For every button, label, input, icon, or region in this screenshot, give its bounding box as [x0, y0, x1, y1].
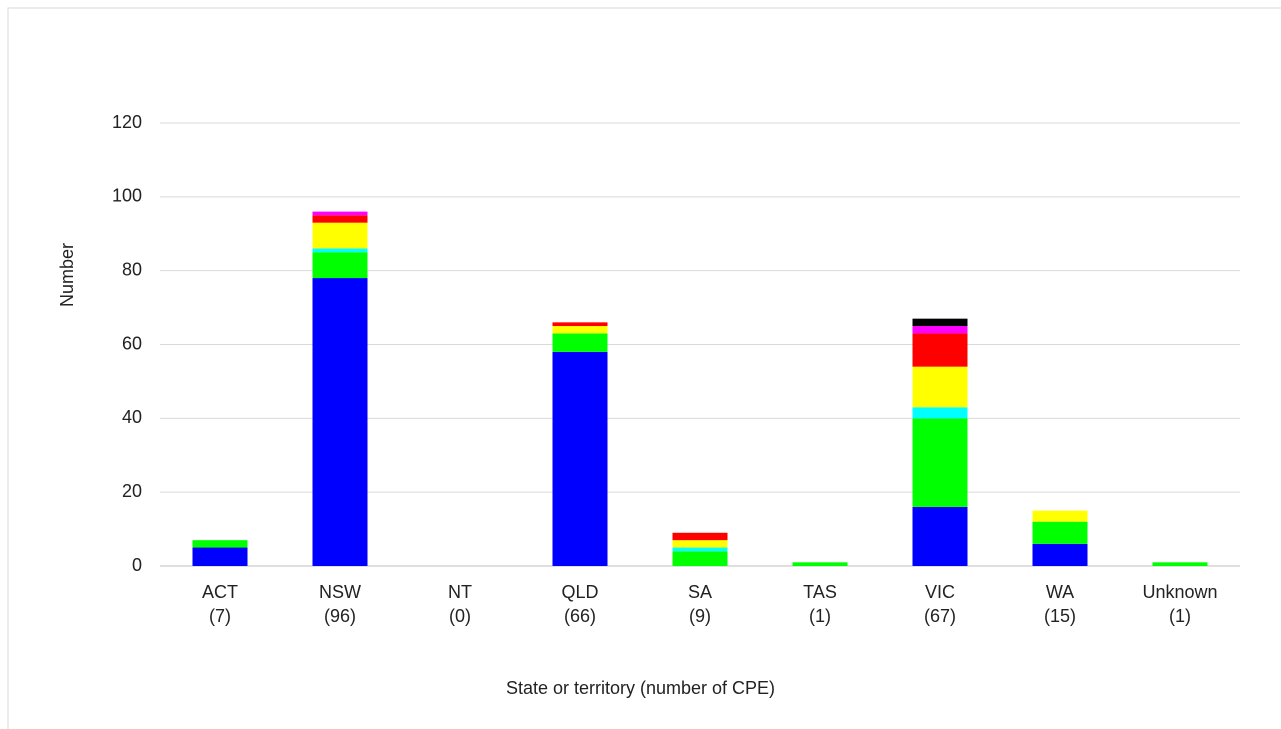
x-tick-label: WA (15): [1043, 582, 1076, 626]
bar-segment: [912, 506, 968, 566]
x-tick-label: VIC (67): [923, 582, 956, 626]
bar-segment: [1032, 510, 1088, 522]
chart-frame: [7, 7, 1281, 729]
bar-segment: [792, 562, 848, 566]
bar-segment: [672, 532, 728, 541]
bar-segment: [672, 540, 728, 548]
bar-segment: [312, 222, 368, 249]
y-tick-label: 100: [112, 186, 142, 206]
bar-segment: [912, 318, 968, 327]
x-tick-label: Unknown (1): [1142, 582, 1218, 626]
x-tick-label: ACT (7): [202, 582, 238, 626]
bar-segment: [192, 547, 248, 566]
x-tick-label: NT (0): [448, 582, 472, 626]
x-tick-label: QLD (66): [561, 582, 599, 626]
bar-segment: [672, 547, 728, 552]
bar-segment: [552, 333, 608, 352]
y-tick-label: 60: [122, 333, 142, 353]
bar-segment: [672, 551, 728, 566]
y-tick-label: 40: [122, 407, 142, 427]
y-tick-label: 120: [112, 112, 142, 132]
bar-segment: [312, 248, 368, 253]
bar-segment: [192, 540, 248, 548]
bar-segment: [912, 366, 968, 408]
bar-segment: [312, 252, 368, 279]
bar-segment: [912, 333, 968, 367]
bar-segment: [912, 326, 968, 334]
x-tick-label: SA (9): [687, 582, 712, 626]
bar-segment: [1032, 521, 1088, 544]
bar-segment: [312, 215, 368, 223]
x-tick-label: TAS (1): [803, 582, 837, 626]
bar-segment: [552, 351, 608, 566]
bar-segment: [552, 326, 608, 334]
y-tick-label: 80: [122, 259, 142, 279]
y-axis-title: Number: [57, 243, 77, 307]
x-tick-label: NSW (96): [319, 582, 361, 626]
bar-segment: [912, 418, 968, 507]
bar-segment: [1152, 562, 1208, 566]
y-tick-label: 0: [132, 555, 142, 575]
bar-segment: [912, 407, 968, 419]
x-axis-title: State or territory (number of CPE): [505, 678, 776, 698]
bar-segment: [552, 322, 608, 327]
y-tick-label: 20: [122, 481, 142, 501]
bar-segment: [1032, 543, 1088, 566]
bar-segment: [312, 278, 368, 566]
bar-segment: [312, 211, 368, 216]
